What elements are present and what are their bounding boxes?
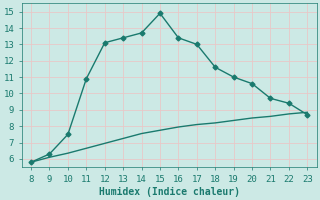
X-axis label: Humidex (Indice chaleur): Humidex (Indice chaleur) <box>99 186 240 197</box>
